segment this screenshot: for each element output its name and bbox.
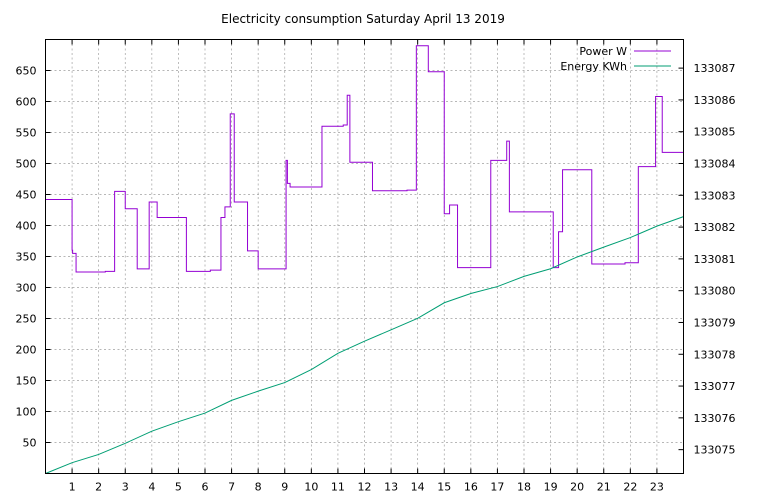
y-left-tick-label: 350 [16, 251, 37, 264]
x-tick-label: 9 [281, 481, 288, 494]
grid-lines [45, 39, 684, 474]
x-tick-label: 23 [650, 481, 664, 494]
x-tick-label: 13 [384, 481, 398, 494]
y-right-tick-label: 133076 [694, 412, 736, 425]
x-tick-label: 7 [228, 481, 235, 494]
legend-label-power-w: Power W [579, 45, 627, 58]
x-tick-label: 17 [490, 481, 504, 494]
y-right-tick-label: 133087 [694, 62, 736, 75]
x-tick-label: 18 [517, 481, 531, 494]
x-tick-label: 8 [255, 481, 262, 494]
x-tick-label: 22 [623, 481, 637, 494]
x-tick-label: 6 [202, 481, 209, 494]
y-left-tick-label: 650 [16, 65, 37, 78]
y-right-tick-label: 133079 [694, 316, 736, 329]
x-tick-label: 4 [148, 481, 155, 494]
x-tick-label: 1 [69, 481, 76, 494]
series-line-power-w [45, 45, 684, 273]
y-left-tick-label: 250 [16, 313, 37, 326]
legend-label-energy-kwh: Energy KWh [560, 60, 627, 73]
y-left-tick-label: 50 [23, 437, 37, 450]
x-tick-label: 5 [175, 481, 182, 494]
y-right-tick-label: 133080 [694, 285, 736, 298]
x-tick-label: 20 [570, 481, 584, 494]
y-right-tick-label: 133075 [694, 444, 736, 457]
y-right-tick-label: 133078 [694, 348, 736, 361]
y-left-tick-label: 300 [16, 282, 37, 295]
y-left-tick-label: 400 [16, 220, 37, 233]
y-right-tick-label: 133081 [694, 253, 736, 266]
x-tick-label: 2 [95, 481, 102, 494]
y-right-tick-label: 133086 [694, 94, 736, 107]
y-left-tick-label: 150 [16, 375, 37, 388]
y-right-tick-label: 133084 [694, 158, 736, 171]
series-line-energy-kwh [45, 216, 684, 474]
x-tick-label: 14 [411, 481, 425, 494]
x-tick-label: 12 [358, 481, 372, 494]
y-right-tick-label: 133083 [694, 189, 736, 202]
legend: Power W Energy KWh [560, 45, 671, 73]
y-left-tick-label: 100 [16, 406, 37, 419]
y-left-tick-label: 500 [16, 158, 37, 171]
y-left-tick-label: 600 [16, 96, 37, 109]
chart-title: Electricity consumption Saturday April 1… [221, 12, 505, 26]
x-tick-label: 16 [464, 481, 478, 494]
x-tick-label: 10 [304, 481, 318, 494]
y-left-tick-label: 200 [16, 344, 37, 357]
x-tick-label: 21 [597, 481, 611, 494]
x-tick-label: 19 [544, 481, 558, 494]
series-layer [45, 45, 684, 474]
x-tick-label: 3 [122, 481, 129, 494]
x-tick-label: 11 [331, 481, 345, 494]
y-left-tick-label: 450 [16, 189, 37, 202]
y-right-tick-label: 133082 [694, 221, 736, 234]
x-tick-label: 15 [437, 481, 451, 494]
y-left-tick-label: 550 [16, 127, 37, 140]
y-right-tick-label: 133077 [694, 380, 736, 393]
y-right-tick-label: 133085 [694, 126, 736, 139]
axes: 1 2 3 4 5 6 7 8 9 10 11 12 13 14 15 16 17 18 19 20 21 22 23501… [16, 39, 736, 494]
